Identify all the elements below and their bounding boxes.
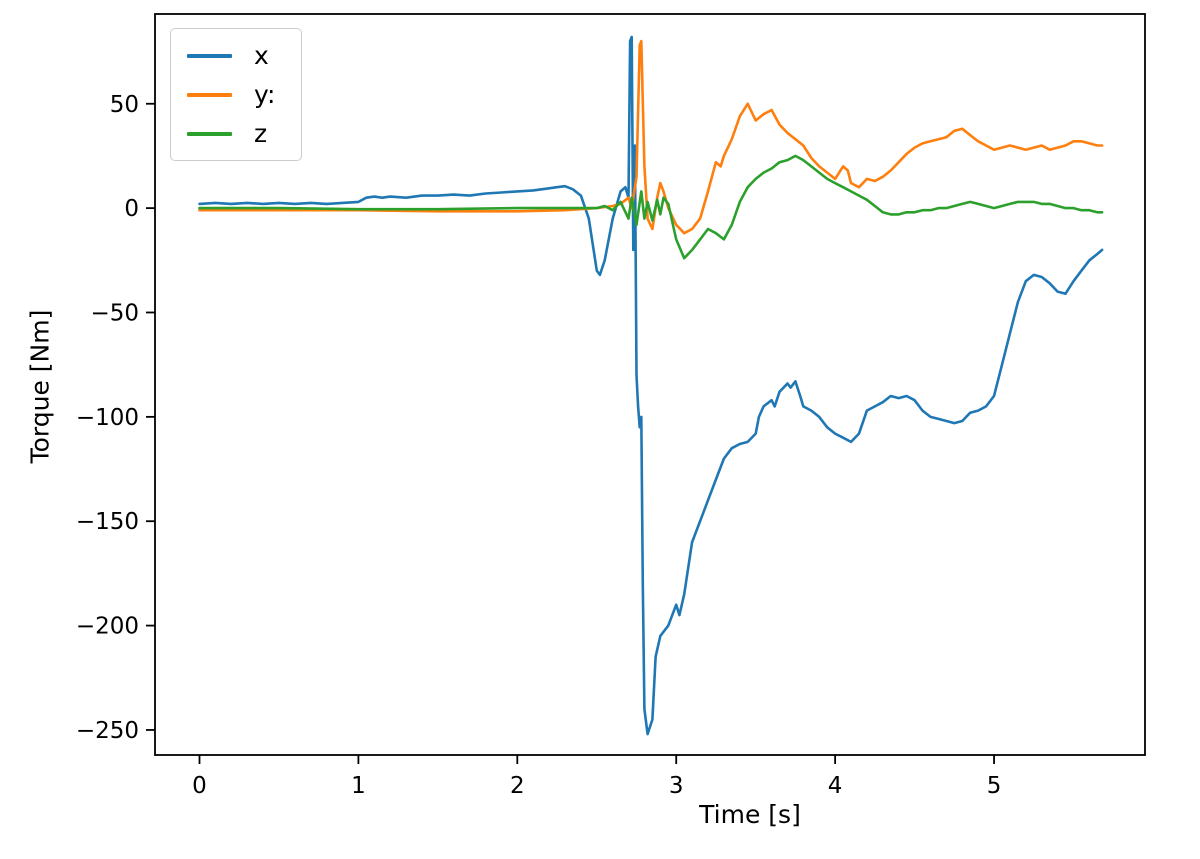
x-tick-label: 5 xyxy=(987,773,1002,799)
legend-label: z xyxy=(254,119,268,148)
y-tick-label: −50 xyxy=(90,300,139,326)
legend-swatch xyxy=(187,53,232,58)
series-line-x xyxy=(198,35,1104,736)
x-tick-label: 2 xyxy=(510,773,525,799)
y-tick-label: 0 xyxy=(124,196,139,222)
x-tick-label: 4 xyxy=(828,773,843,799)
legend-label: x xyxy=(254,41,269,70)
x-tick-label: 3 xyxy=(669,773,684,799)
series-line-z xyxy=(198,154,1104,260)
legend-swatch xyxy=(187,92,232,97)
y-tick-label: −100 xyxy=(76,405,139,431)
legend-item: y: xyxy=(187,80,275,109)
x-tick-label: 0 xyxy=(192,773,207,799)
legend-item: x xyxy=(187,41,275,70)
legend-label: y: xyxy=(254,80,276,109)
x-axis-label: Time [s] xyxy=(699,800,801,829)
x-tick-label: 1 xyxy=(351,773,366,799)
x-axis-label-wrap: Time [s] xyxy=(0,800,1200,829)
legend-item: z xyxy=(187,119,275,148)
y-tick-label: −200 xyxy=(76,614,139,640)
y-tick-label: −250 xyxy=(76,718,139,744)
y-tick-label: 50 xyxy=(110,92,139,118)
y-tick-label: −150 xyxy=(76,509,139,535)
y-axis-label: Torque [Nm] xyxy=(25,309,55,464)
series-line-y: xyxy=(198,39,1104,235)
legend: x y: z xyxy=(170,28,303,161)
plot-border xyxy=(154,13,1146,756)
legend-swatch xyxy=(187,131,232,136)
